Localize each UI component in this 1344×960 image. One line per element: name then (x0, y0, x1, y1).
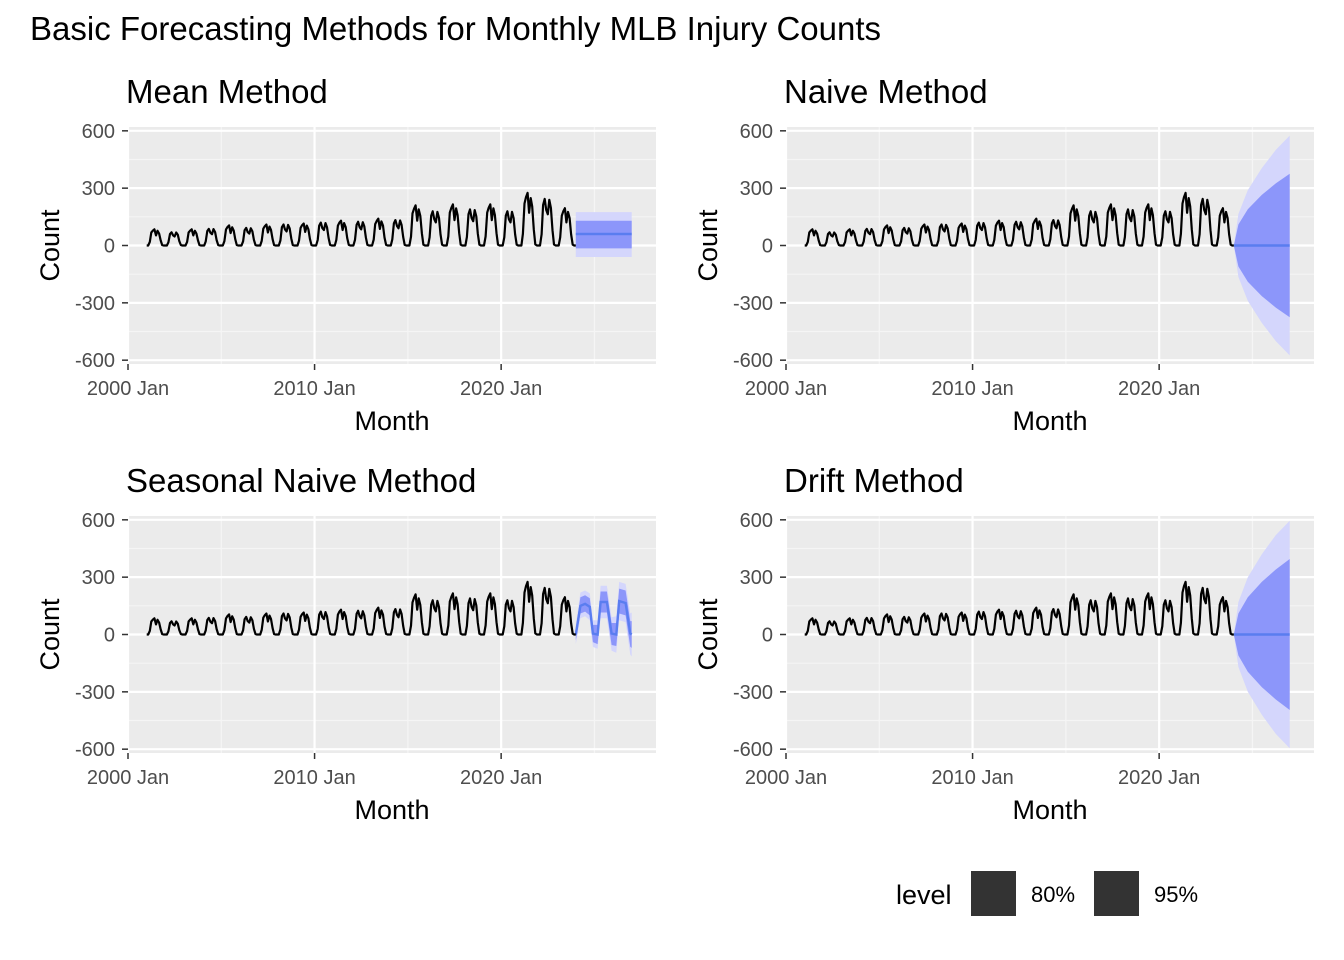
history-line (804, 580, 1234, 636)
x-tick-label: 2010 Jan (931, 767, 1013, 789)
y-tick-label: -300 (733, 682, 773, 704)
x-tick-label: 2000 Jan (87, 378, 169, 400)
x-tick-label: 2000 Jan (745, 767, 827, 789)
legend: level 80% 95% (896, 871, 1198, 916)
y-axis-label: Count (35, 598, 65, 671)
legend-label-95: 95% (1154, 882, 1198, 907)
panel-subtitle: Seasonal Naive Method (126, 462, 476, 499)
x-tick-label: 2020 Jan (1118, 767, 1200, 789)
panel-subtitle: Mean Method (126, 73, 328, 110)
x-axis-label: Month (1012, 406, 1087, 436)
x-axis-label: Month (1012, 795, 1087, 825)
y-tick-label: 300 (740, 567, 773, 589)
y-tick-label: 600 (740, 121, 773, 143)
y-tick-label: 0 (104, 625, 115, 647)
panel-drift-method: Drift Method -600 -300 0 300 600 2000 Jan 2010 … (693, 462, 1314, 825)
x-axis-label: Month (354, 406, 429, 436)
y-tick-label: -300 (733, 293, 773, 315)
panel-naive-method: Naive Method -600 -300 0 300 600 2000 Jan 2010 … (693, 73, 1314, 436)
panel-seasonal-naive-method: Seasonal Naive Method -600 -300 0 300 600 2000… (35, 462, 656, 825)
y-tick-label: 600 (82, 510, 115, 532)
y-tick-label: -600 (75, 350, 115, 372)
panel-mean-method: Mean Method -600 -300 0 300 600 2000 Jan 2010 J… (35, 73, 656, 436)
y-axis-label: Count (693, 209, 723, 282)
y-tick-label: 600 (82, 121, 115, 143)
x-tick-label: 2000 Jan (745, 378, 827, 400)
y-tick-label: -600 (75, 739, 115, 761)
x-tick-label: 2020 Jan (1118, 378, 1200, 400)
legend-key-80 (971, 871, 1016, 916)
y-tick-label: 300 (740, 178, 773, 200)
forecast-mean-line (574, 599, 633, 636)
y-tick-label: 600 (740, 510, 773, 532)
x-tick-label: 2010 Jan (931, 378, 1013, 400)
legend-key-95 (1094, 871, 1139, 916)
x-tick-label: 2010 Jan (273, 378, 355, 400)
y-tick-label: -600 (733, 350, 773, 372)
x-axis-label: Month (354, 795, 429, 825)
legend-title: level (896, 880, 952, 910)
legend-label-80: 80% (1031, 882, 1075, 907)
figure-title: Basic Forecasting Methods for Monthly ML… (30, 10, 881, 47)
x-tick-label: 2010 Jan (273, 767, 355, 789)
y-tick-label: -300 (75, 293, 115, 315)
y-tick-label: 300 (82, 567, 115, 589)
y-tick-label: -600 (733, 739, 773, 761)
forecast-band-80 (575, 588, 632, 648)
panel-subtitle: Drift Method (784, 462, 964, 499)
y-tick-label: 0 (104, 236, 115, 258)
history-line (804, 191, 1234, 247)
history-line (146, 191, 576, 247)
y-axis-label: Count (35, 209, 65, 282)
y-tick-label: 0 (762, 625, 773, 647)
y-tick-label: 300 (82, 178, 115, 200)
y-tick-label: -300 (75, 682, 115, 704)
history-line (146, 580, 576, 636)
x-tick-label: 2020 Jan (460, 378, 542, 400)
y-axis-label: Count (693, 598, 723, 671)
x-tick-label: 2020 Jan (460, 767, 542, 789)
x-tick-label: 2000 Jan (87, 767, 169, 789)
panel-subtitle: Naive Method (784, 73, 988, 110)
y-tick-label: 0 (762, 236, 773, 258)
